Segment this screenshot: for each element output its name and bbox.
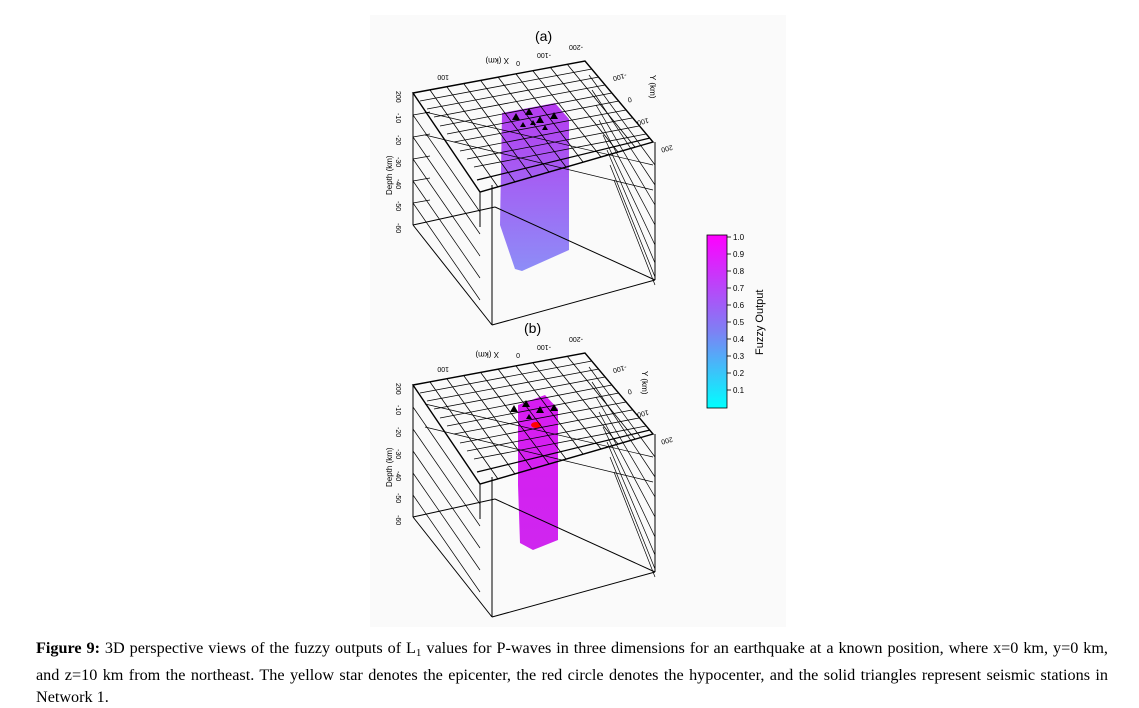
panel-b-ytick-2: 100 [636, 408, 649, 418]
panel-b-ztick-6: -60 [394, 515, 401, 525]
panel-a-ytick-2: 100 [636, 116, 649, 126]
colorbar-ticks: 1.0 0.9 0.8 0.7 0.6 0.5 0.4 0.3 0.2 0.1 [727, 233, 745, 395]
colorbar-tick-label: 0.2 [733, 369, 745, 378]
panel-a-ytick-1: 0 [627, 95, 633, 103]
panel-a-xtick-1: 0 [516, 59, 520, 66]
panel-a-xlabel: X (km) [485, 56, 509, 65]
panel-a-xtick-0: 100 [437, 73, 449, 80]
colorbar-tick-label: 0.4 [733, 335, 745, 344]
panel-a-ztick-extra: 200 [394, 91, 401, 103]
panel-b-ticks: 100 0 -100 -200 X (km) -100 0 100 200 Y … [385, 335, 673, 525]
panel-a-top-grid [411, 60, 655, 193]
panel-a-stations [512, 108, 558, 130]
colorbar-tick-label: 0.8 [733, 267, 745, 276]
panel-b-xlabel: X (km) [475, 350, 499, 359]
panel-a-depth-lines [412, 111, 654, 301]
panel-b-xtick-1: 0 [516, 351, 520, 358]
panel-b-fuzzy-column [518, 395, 558, 550]
panel-b-depth-lines [412, 403, 654, 593]
panel-a-ztick-6: -60 [394, 223, 401, 233]
colorbar-gradient [706, 234, 728, 409]
panel-a-xtick-3: -200 [569, 43, 583, 50]
panel-a-ylabel: Y (km) [648, 75, 657, 99]
colorbar-tick-label: 0.3 [733, 352, 745, 361]
colorbar-tick-label: 0.9 [733, 250, 745, 259]
colorbar-tick-label: 0.1 [733, 386, 745, 395]
caption-text-part1: 3D perspective views of the fuzzy output… [104, 639, 416, 657]
panel-b-ylabel: Y (km) [640, 371, 649, 395]
panel-a-fuzzy-column [500, 103, 569, 271]
panel-a-ztick-5: -50 [394, 201, 401, 211]
panel-a-zlabel: Depth (km) [385, 155, 394, 195]
panel-a-ytick-0: -100 [612, 71, 627, 81]
panel-b-hypocenter [531, 422, 541, 428]
panel-b-top-grid [411, 352, 655, 485]
panel-a-ztick-2: -20 [394, 135, 401, 145]
panel-a: (a) [385, 28, 673, 326]
colorbar-label: Fuzzy Output [754, 290, 766, 355]
panel-b-ztick-2: -20 [394, 427, 401, 437]
panel-b-ztick-extra: 200 [394, 383, 401, 395]
figure-graphic: (a) [385, 28, 766, 618]
panel-b-ztick-1: -10 [394, 405, 401, 415]
panel-a-bottom-box [412, 93, 656, 326]
panel-b-xtick-3: -200 [569, 335, 583, 342]
panel-a-ticks: 100 0 -100 -200 X (km) -100 0 100 200 Y … [385, 43, 673, 233]
colorbar-tick-label: 0.6 [733, 301, 745, 310]
panel-b-ytick-3: 200 [660, 435, 673, 445]
panel-b-side-lines [588, 366, 656, 578]
colorbar-tick-label: 0.5 [733, 318, 745, 327]
panel-a-side-lines [584, 60, 656, 286]
colorbar-tick-label: 0.7 [733, 284, 745, 293]
panel-b-xtick-2: -100 [537, 343, 551, 350]
panel-b: (b) [385, 320, 673, 618]
panel-a-ytick-3: 200 [660, 143, 673, 153]
figure-caption: Figure 9: 3D perspective views of the fu… [36, 637, 1108, 708]
panel-b-ytick-0: -100 [612, 363, 627, 373]
panel-b-ztick-3: -30 [394, 449, 401, 459]
panel-b-bottom-box [412, 385, 656, 618]
panel-b-label: (b) [524, 320, 541, 336]
panel-a-label: (a) [535, 28, 552, 44]
panel-b-zlabel: Depth (km) [385, 447, 394, 487]
panel-a-xtick-2: -100 [537, 51, 551, 58]
panel-b-ztick-5: -50 [394, 493, 401, 503]
panel-b-ytick-1: 0 [627, 387, 633, 395]
panel-b-ztick-4: -40 [394, 471, 401, 481]
figure-image: (a) [370, 15, 786, 627]
caption-text-part2: values for P-waves in three dimensions f… [36, 639, 1108, 706]
panel-a-ztick-4: -40 [394, 179, 401, 189]
caption-label: Figure 9: [36, 639, 100, 657]
panel-a-ztick-1: -10 [394, 113, 401, 123]
panel-b-stations [510, 400, 558, 419]
panel-a-ztick-3: -30 [394, 157, 401, 167]
panel-b-xtick-0: 100 [437, 365, 449, 372]
colorbar: 1.0 0.9 0.8 0.7 0.6 0.5 0.4 0.3 0.2 0.1 Fuzzy Out… [706, 233, 766, 409]
colorbar-tick-label: 1.0 [733, 233, 745, 242]
caption-subscript: 1 [415, 647, 422, 659]
